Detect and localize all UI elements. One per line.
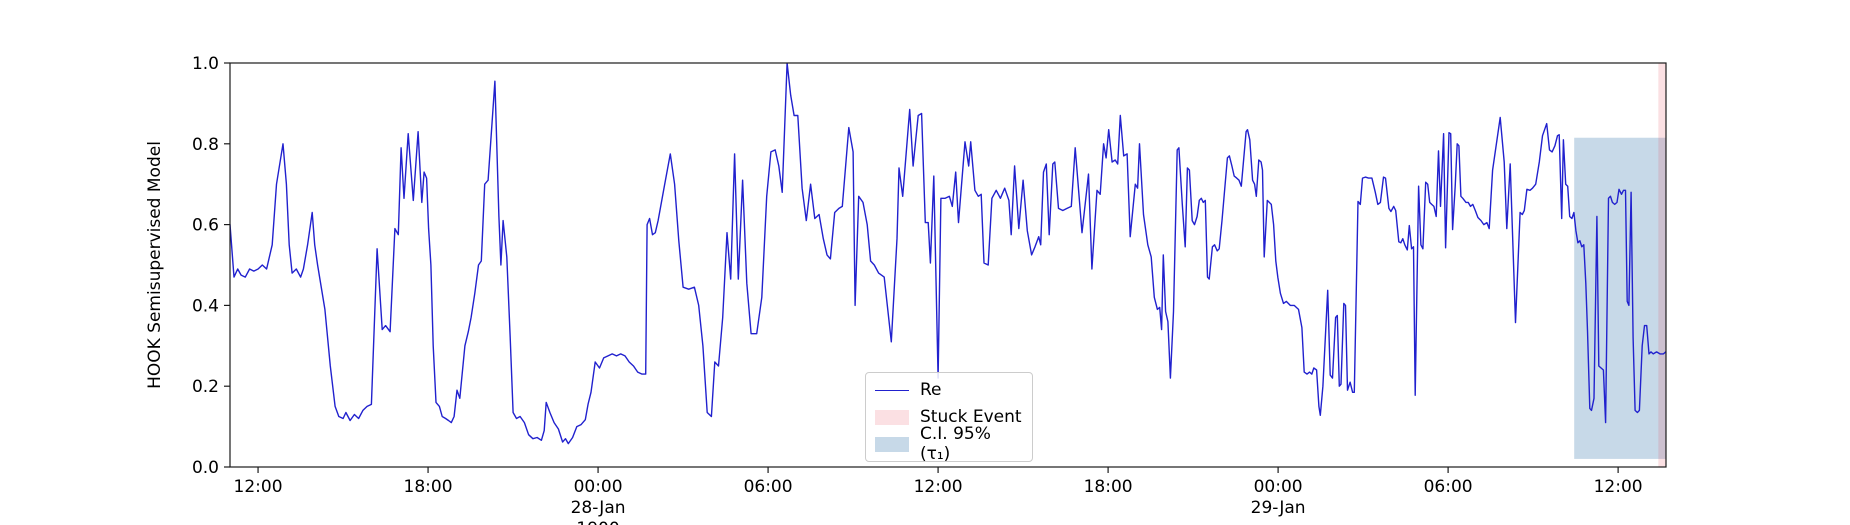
x-tick-year-label: 1900: [576, 519, 619, 525]
x-tick-label: 18:00: [1084, 477, 1133, 497]
y-axis-label: HOOK Semisupervised Model: [145, 141, 165, 389]
y-tick-label: 0.4: [192, 296, 219, 316]
x-tick-day-label: 28-Jan: [571, 498, 626, 518]
y-tick-label: 0.8: [192, 135, 219, 155]
x-tick-label: 00:00: [574, 477, 623, 497]
y-tick-label: 0.2: [192, 377, 219, 397]
legend-ci-swatch: [875, 436, 909, 452]
legend-item-ci: C.I. 95% (τ₁): [875, 424, 1022, 464]
x-tick-label: 12:00: [1594, 477, 1643, 497]
y-tick-label: 0.6: [192, 216, 219, 236]
x-tick-label: 06:00: [1424, 477, 1473, 497]
stuck-event-band: [1658, 63, 1666, 467]
y-tick-label: 1.0: [192, 54, 219, 74]
legend-label-stuck-event: Stuck Event: [920, 407, 1022, 427]
x-tick-label: 12:00: [914, 477, 963, 497]
legend-item-re: Re: [875, 380, 1022, 400]
x-tick-label: 06:00: [744, 477, 793, 497]
x-tick-label: 18:00: [404, 477, 453, 497]
x-tick-label: 12:00: [234, 477, 283, 497]
legend-label-ci: C.I. 95% (τ₁): [920, 424, 991, 464]
plot-border: [229, 62, 1667, 468]
legend-stuck-event-swatch: [875, 409, 909, 425]
ci-95-band: [1574, 137, 1666, 459]
legend: Re Stuck Event C.I. 95% (τ₁): [865, 372, 1033, 464]
y-tick-label: 0.0: [192, 458, 219, 478]
x-tick-label: 00:00: [1254, 477, 1303, 497]
legend-item-stuck-event: Stuck Event: [875, 407, 1022, 427]
legend-line-swatch: [875, 389, 909, 391]
x-tick-day-label: 29-Jan: [1251, 498, 1306, 518]
series-line-re: [230, 63, 1666, 445]
legend-label-re: Re: [920, 380, 942, 400]
